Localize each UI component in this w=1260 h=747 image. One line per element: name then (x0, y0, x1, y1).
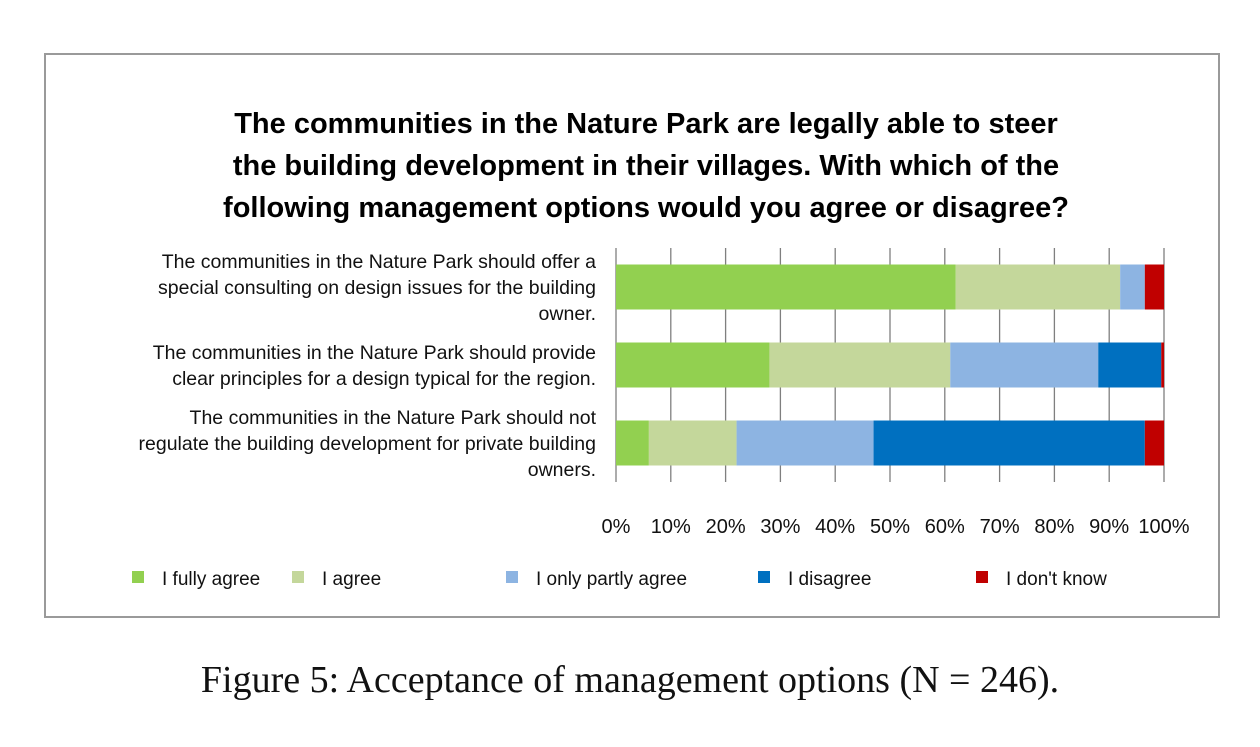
legend-swatch-i-agree (292, 571, 304, 583)
x-axis-ticks: 0% 10% 20% 30% 40% 50% 60% 70% 80% 90% 100% (602, 516, 1190, 538)
bar-row3-i-agree (648, 420, 737, 466)
bar-row3-i-only-partly-agree (736, 420, 874, 466)
category-label-3-line-2: regulate the building development for pr… (139, 433, 596, 455)
legend-label-i-agree: I agree (322, 569, 381, 590)
category-label-3-line-1: The communities in the Nature Park shoul… (190, 407, 597, 429)
category-labels: The communities in the Nature Park shoul… (139, 251, 597, 481)
category-label-2-line-1: The communities in the Nature Park shoul… (153, 342, 596, 364)
x-tick-label-2: 20% (706, 516, 746, 538)
legend-swatch-i-fully-agree (132, 571, 144, 583)
title-line-2: the building development in their villag… (233, 150, 1059, 182)
x-tick-label-9: 90% (1089, 516, 1129, 538)
category-label-1-line-2: special consulting on design issues for … (158, 277, 596, 299)
legend-label-i-fully-agree: I fully agree (162, 569, 260, 590)
x-tick-label-7: 70% (980, 516, 1020, 538)
x-tick-label-3: 30% (760, 516, 800, 538)
legend-label-i-don-t-know: I don't know (1006, 569, 1107, 590)
legend-swatch-i-disagree (758, 571, 770, 583)
figure-caption: Figure 5: Acceptance of management optio… (200, 659, 1060, 701)
bar-row3-i-don-t-know (1144, 420, 1164, 466)
bar-row2-i-agree (769, 342, 951, 388)
bar-row3-i-disagree (873, 420, 1145, 466)
x-tick-label-8: 80% (1034, 516, 1074, 538)
category-label-3-line-3: owners. (528, 459, 596, 481)
x-tick-label-10: 100% (1138, 516, 1189, 538)
bar-row2-i-disagree (1098, 342, 1162, 388)
bars (616, 264, 1164, 466)
x-tick-label-0: 0% (602, 516, 631, 538)
bar-row1-i-agree (955, 264, 1121, 310)
chart-title: The communities in the Nature Park are l… (223, 108, 1069, 224)
category-label-2-line-2: clear principles for a design typical fo… (172, 368, 596, 390)
bar-row2-i-only-partly-agree (950, 342, 1099, 388)
chart-frame: The communities in the Nature Park are l… (44, 53, 1220, 618)
legend: I fully agree I agree I only partly agree I… (132, 569, 1107, 590)
bar-row1-i-only-partly-agree (1120, 264, 1145, 310)
x-tick-label-5: 50% (870, 516, 910, 538)
stacked-bar-chart: The communities in the Nature Park are l… (132, 108, 1190, 590)
bar-row1-i-fully-agree (616, 264, 956, 310)
x-tick-label-1: 10% (651, 516, 691, 538)
category-label-1-line-3: owner. (539, 303, 596, 325)
category-label-1-line-1: The communities in the Nature Park shoul… (162, 251, 596, 273)
bar-row2-i-fully-agree (616, 342, 770, 388)
x-tick-label-4: 40% (815, 516, 855, 538)
legend-swatch-i-only-partly-agree (506, 571, 518, 583)
x-tick-label-6: 60% (925, 516, 965, 538)
legend-swatch-i-don-t-know (976, 571, 988, 583)
bar-row3-i-fully-agree (616, 420, 649, 466)
legend-label-i-disagree: I disagree (788, 569, 871, 590)
title-line-1: The communities in the Nature Park are l… (234, 108, 1058, 140)
legend-label-i-only-partly-agree: I only partly agree (536, 569, 687, 590)
bar-row1-i-don-t-know (1144, 264, 1164, 310)
title-line-3: following management options would you a… (223, 192, 1069, 224)
bar-row2-i-don-t-know (1161, 342, 1164, 388)
